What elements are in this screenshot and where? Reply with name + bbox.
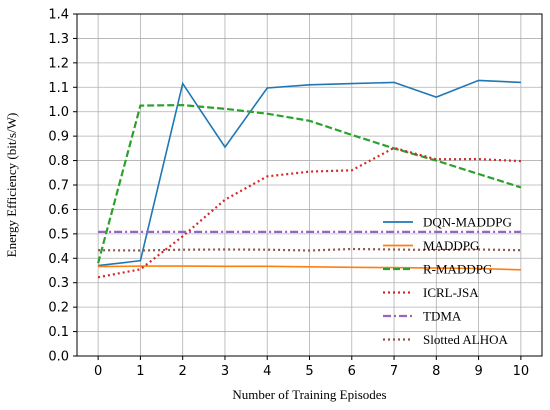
- legend-label: R-MADDPG: [423, 262, 492, 277]
- y-tick-label: 0.2: [48, 301, 69, 316]
- legend-label: ICRL-JSA: [423, 285, 479, 300]
- y-tick-label: 1.2: [48, 56, 69, 71]
- legend-label: Slotted ALHOA: [423, 332, 508, 347]
- series-line-slotted-alhoa: [98, 247, 521, 252]
- x-tick-label: 3: [221, 364, 229, 379]
- y-tick-label: 0.1: [48, 325, 69, 340]
- y-tick-label: 0.3: [48, 276, 69, 291]
- series-line-icrl-jsa: [97, 146, 521, 279]
- y-tick-label: 0.7: [48, 179, 69, 194]
- x-tick-label: 4: [263, 364, 271, 379]
- series-line-dqn-maddpg: [98, 79, 521, 267]
- legend: DQN-MADDPG MADDPG R-MADDPG ICRL-JSA TDMA Slot…: [383, 215, 512, 347]
- y-tick-label: 0.8: [48, 154, 69, 169]
- y-tick-label: 1.0: [48, 105, 69, 120]
- x-axis-title: Number of Training Episodes: [232, 387, 386, 402]
- x-tick-label: 2: [179, 364, 187, 379]
- x-tick-label: 10: [513, 364, 530, 379]
- x-tick-label: 0: [94, 364, 102, 379]
- y-tick-label: 1.4: [48, 8, 69, 23]
- y-tick-label: 0.4: [48, 252, 69, 267]
- x-tick-label: 9: [474, 364, 482, 379]
- x-tick-label: 5: [305, 364, 313, 379]
- y-tick-label: 1.1: [48, 81, 69, 96]
- y-tick-label: 0.9: [48, 130, 69, 145]
- y-tick-label: 0.6: [48, 203, 69, 218]
- axis-ticks: 0 1 2 3 4 5 6 7 8 9 10 0.0 0.1 0.2 0.3 0.4 0.5 0.6 0.7 0.8 0…: [48, 8, 529, 380]
- y-tick-label: 0.5: [48, 227, 69, 242]
- legend-label: TDMA: [423, 309, 462, 324]
- y-tick-label: 0.0: [48, 350, 69, 365]
- series-line-maddpg: [98, 265, 521, 271]
- series-line-r-maddpg: [97, 103, 522, 264]
- y-tick-label: 1.3: [48, 32, 69, 47]
- grid: [77, 13, 542, 357]
- series-layer: [97, 79, 522, 279]
- y-axis-title: Energy Efficiency (bit/s/W): [4, 113, 19, 258]
- x-tick-label: 8: [432, 364, 440, 379]
- legend-label: DQN-MADDPG: [423, 215, 512, 230]
- x-tick-label: 7: [390, 364, 398, 379]
- x-tick-label: 6: [348, 364, 356, 379]
- legend-label: MADDPG: [423, 238, 479, 253]
- x-tick-label: 1: [136, 364, 144, 379]
